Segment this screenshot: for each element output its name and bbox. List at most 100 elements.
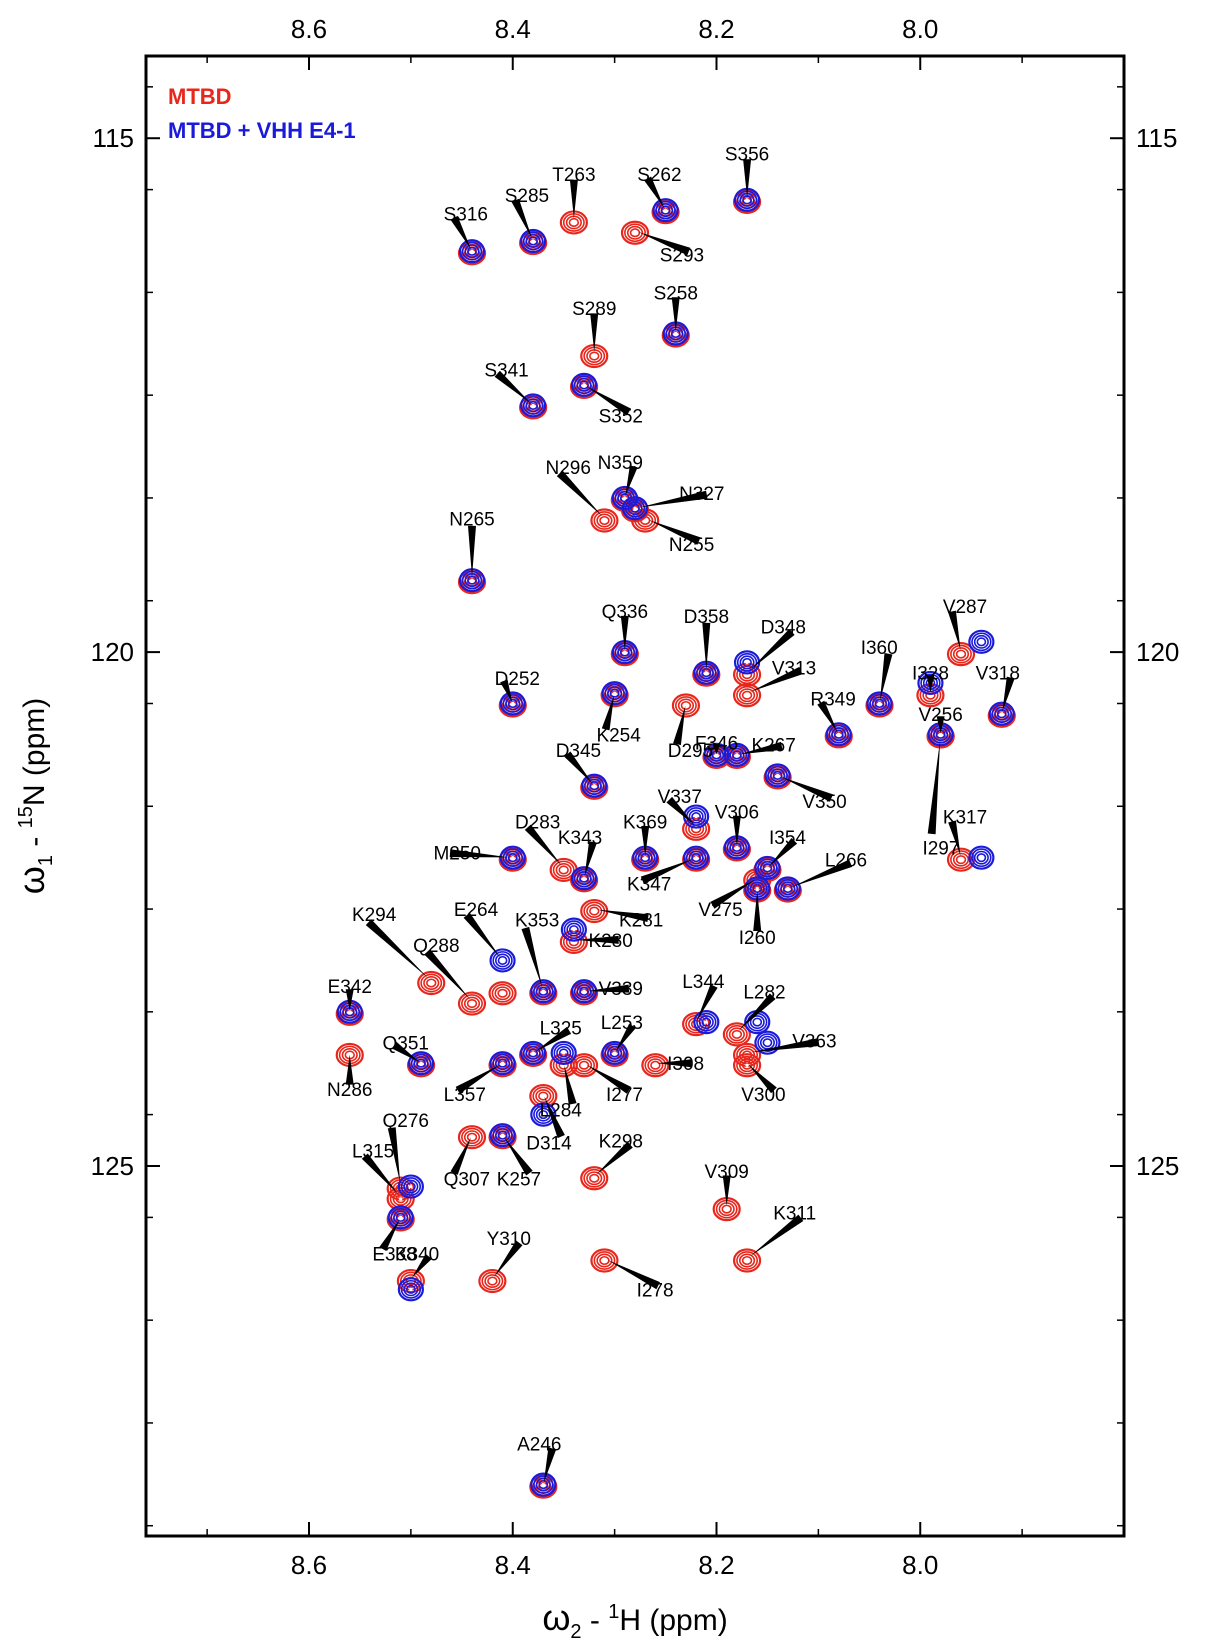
peak-mtbd [457, 991, 487, 1016]
peak-center [592, 784, 596, 788]
label-pointer [673, 705, 686, 746]
peak-label: D348 [761, 617, 806, 638]
x-title-dash: - [582, 1604, 609, 1637]
peak-label: L325 [540, 1018, 582, 1039]
label-pointer [817, 700, 838, 733]
peak-mtbd [682, 816, 711, 841]
peak-center [837, 732, 841, 736]
peak-contour [770, 768, 786, 783]
x-title-unit: H (ppm) [619, 1604, 727, 1637]
peak-contour [774, 876, 801, 901]
peak-complex [866, 691, 893, 716]
y-title-unit: N (ppm) [18, 698, 51, 806]
peak-contour [505, 696, 521, 711]
peak-mtbd [641, 1053, 670, 1078]
peak-label: V309 [705, 1162, 749, 1183]
label-pointer [750, 666, 803, 692]
label-pointer [455, 1064, 500, 1094]
peak-contour [955, 855, 967, 865]
peak-contour [570, 372, 598, 397]
label-pointer [880, 653, 893, 701]
peak-label: S352 [599, 407, 643, 428]
peak-mtbd [580, 898, 609, 924]
peak-contour [607, 1045, 623, 1060]
label-pointer [535, 1026, 572, 1052]
peak-complex [693, 1010, 720, 1035]
peak-mtbd [549, 1053, 578, 1078]
peak-center [745, 660, 749, 664]
peak-contour [570, 866, 598, 891]
peak-center [409, 1184, 413, 1189]
peak-center [786, 886, 790, 891]
y-title-symbol: ω [11, 866, 52, 894]
peak-center [745, 198, 749, 202]
peak-complex [520, 228, 547, 254]
peak-contour [576, 377, 592, 392]
peak-contour [566, 922, 582, 937]
peak-contour [491, 983, 514, 1003]
peak-mtbd [559, 929, 588, 954]
peak-center [592, 354, 596, 358]
peak-contour [729, 747, 745, 762]
peak-center [511, 701, 515, 706]
peak-label: V275 [698, 900, 742, 921]
x-axis-title: ω2 - 1H (ppm) [542, 1597, 727, 1643]
peak-contour [742, 657, 752, 667]
peak-complex [499, 845, 526, 870]
peak-contour [495, 1128, 511, 1143]
label-pointer [586, 1064, 631, 1094]
label-pointer [387, 1127, 401, 1184]
peak-center [613, 1051, 617, 1055]
peak-contour [698, 1015, 714, 1030]
x-tick-label-top: 8.4 [495, 14, 531, 44]
peak-contour [575, 1058, 593, 1073]
peak-center [694, 814, 698, 819]
peak-label: E264 [454, 900, 499, 921]
peak-complex [601, 1040, 628, 1066]
peak-contour [762, 863, 773, 873]
peak-contour [584, 776, 605, 796]
peak-contour [723, 742, 750, 767]
peak-contour [457, 1125, 487, 1150]
label-pointer [584, 841, 597, 877]
label-pointer [597, 909, 649, 922]
peak-contour [631, 508, 660, 533]
peak-contour [691, 812, 702, 822]
peak-center [541, 1094, 545, 1098]
peak-contour [731, 1029, 743, 1039]
peak-label: K369 [623, 813, 667, 834]
peak-contour [741, 690, 753, 700]
peak-contour [538, 1091, 549, 1101]
peak-center [470, 249, 474, 253]
peak-contour [589, 351, 600, 361]
peak-contour [423, 976, 440, 990]
peak-center [745, 693, 749, 697]
peak-contour [390, 1208, 411, 1227]
peak-center [776, 773, 780, 778]
peak-contour [736, 1045, 759, 1065]
label-pointer [564, 751, 593, 784]
label-pointer [586, 984, 630, 993]
x-title-subscript: 2 [570, 1621, 581, 1643]
label-pointer [500, 679, 513, 703]
peak-contour [831, 727, 847, 742]
peak-contour [489, 1051, 516, 1076]
peak-contour [988, 701, 1015, 726]
peak-contour [405, 1182, 416, 1192]
peak-center [511, 856, 515, 860]
peak-label: L357 [444, 1085, 486, 1106]
legend-label-mtbd: MTBD [168, 84, 232, 109]
peak-contour [629, 228, 641, 238]
peak-center [348, 1010, 352, 1014]
peak-center [613, 691, 617, 695]
peak-contour [968, 845, 995, 870]
label-pointer [926, 675, 935, 693]
peak-center [623, 650, 627, 654]
peak-contour [599, 515, 610, 526]
peak-contour [749, 1015, 765, 1030]
peak-contour [973, 850, 989, 865]
peak-center [745, 1063, 749, 1067]
peak-complex [652, 198, 679, 223]
peak-contour [621, 496, 649, 521]
peak-contour [593, 1251, 616, 1270]
